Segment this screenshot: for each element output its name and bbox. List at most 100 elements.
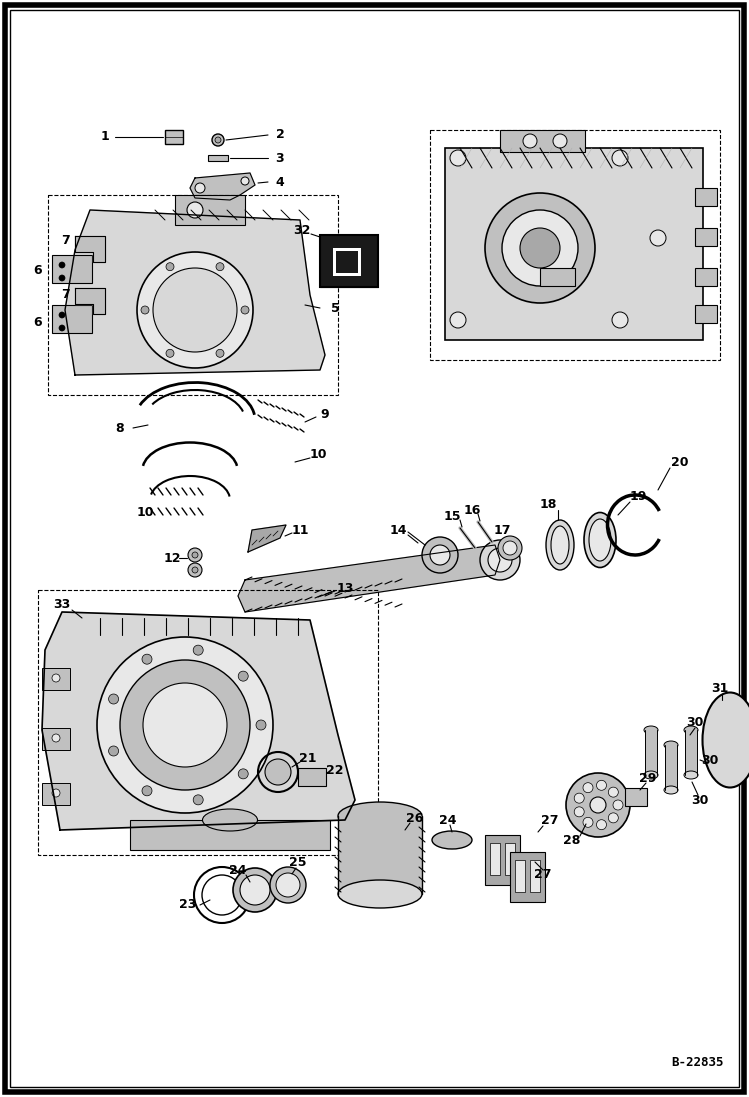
Circle shape [59,275,65,281]
Circle shape [59,325,65,331]
Circle shape [608,813,619,823]
Bar [515,860,525,892]
Circle shape [276,873,300,897]
Circle shape [238,671,248,681]
Circle shape [52,789,60,798]
Ellipse shape [584,512,616,567]
Circle shape [188,563,202,577]
Circle shape [523,134,537,148]
Text: 7: 7 [61,289,70,302]
Circle shape [502,210,578,286]
Circle shape [215,137,221,143]
Text: 25: 25 [289,856,307,869]
Circle shape [450,312,466,328]
Bar [695,228,717,246]
Bar [695,305,717,323]
Circle shape [120,660,250,790]
Circle shape [612,312,628,328]
Circle shape [137,252,253,367]
Text: 3: 3 [276,151,285,165]
Text: 17: 17 [494,523,511,536]
Circle shape [498,536,522,559]
Circle shape [216,349,224,358]
Circle shape [422,538,458,573]
Bar [445,148,703,340]
Ellipse shape [664,785,678,794]
Text: 21: 21 [300,751,317,765]
Text: 29: 29 [640,771,657,784]
Circle shape [583,817,593,827]
Bar [490,842,500,875]
Text: 19: 19 [629,490,646,504]
Text: 28: 28 [563,834,580,847]
Circle shape [583,782,593,793]
Ellipse shape [684,726,698,734]
Circle shape [195,183,205,193]
Bar [430,131,720,360]
Text: 26: 26 [406,812,424,825]
Bar [695,268,717,286]
Text: 33: 33 [53,599,70,611]
Ellipse shape [644,726,658,734]
Circle shape [240,875,270,905]
Bar [695,188,717,206]
Text: 8: 8 [115,421,124,434]
Bar [42,668,70,690]
Bar [540,268,575,286]
Circle shape [485,193,595,303]
Circle shape [241,177,249,185]
Ellipse shape [684,771,698,779]
Bar [645,730,657,774]
Text: 10: 10 [309,449,327,462]
Bar [505,842,515,875]
Ellipse shape [589,519,611,561]
Polygon shape [238,545,500,612]
Text: 16: 16 [464,504,481,517]
Circle shape [503,541,517,555]
Ellipse shape [202,808,258,832]
Text: 27: 27 [534,869,552,882]
Circle shape [430,545,450,565]
Text: 32: 32 [294,224,311,237]
Text: 24: 24 [439,814,457,826]
Ellipse shape [551,525,569,564]
Circle shape [52,674,60,682]
Bar [485,835,520,885]
Circle shape [166,262,174,271]
Bar [336,251,358,273]
Text: 4: 4 [276,176,285,189]
Circle shape [488,548,512,572]
Circle shape [153,268,237,352]
Polygon shape [75,289,105,314]
Circle shape [566,773,630,837]
Bar [500,131,585,152]
Circle shape [590,798,606,813]
Text: 9: 9 [321,408,330,421]
Text: 24: 24 [229,863,246,877]
Text: 20: 20 [671,455,689,468]
Polygon shape [65,210,325,375]
Bar [510,852,545,902]
Text: 6: 6 [34,316,42,328]
Circle shape [52,734,60,742]
Circle shape [142,654,152,664]
Circle shape [270,867,306,903]
Bar [165,131,183,144]
Bar [530,860,540,892]
Circle shape [256,720,266,730]
Bar [42,783,70,805]
Text: 15: 15 [443,509,461,522]
Circle shape [650,230,666,246]
Ellipse shape [432,832,472,849]
Bar [333,248,361,276]
Circle shape [596,819,607,829]
Circle shape [141,306,149,314]
Circle shape [608,788,619,798]
Circle shape [613,800,623,810]
Ellipse shape [546,520,574,570]
Circle shape [574,806,584,817]
Ellipse shape [338,880,422,908]
Polygon shape [248,525,286,552]
Text: 14: 14 [389,523,407,536]
Polygon shape [190,173,255,200]
